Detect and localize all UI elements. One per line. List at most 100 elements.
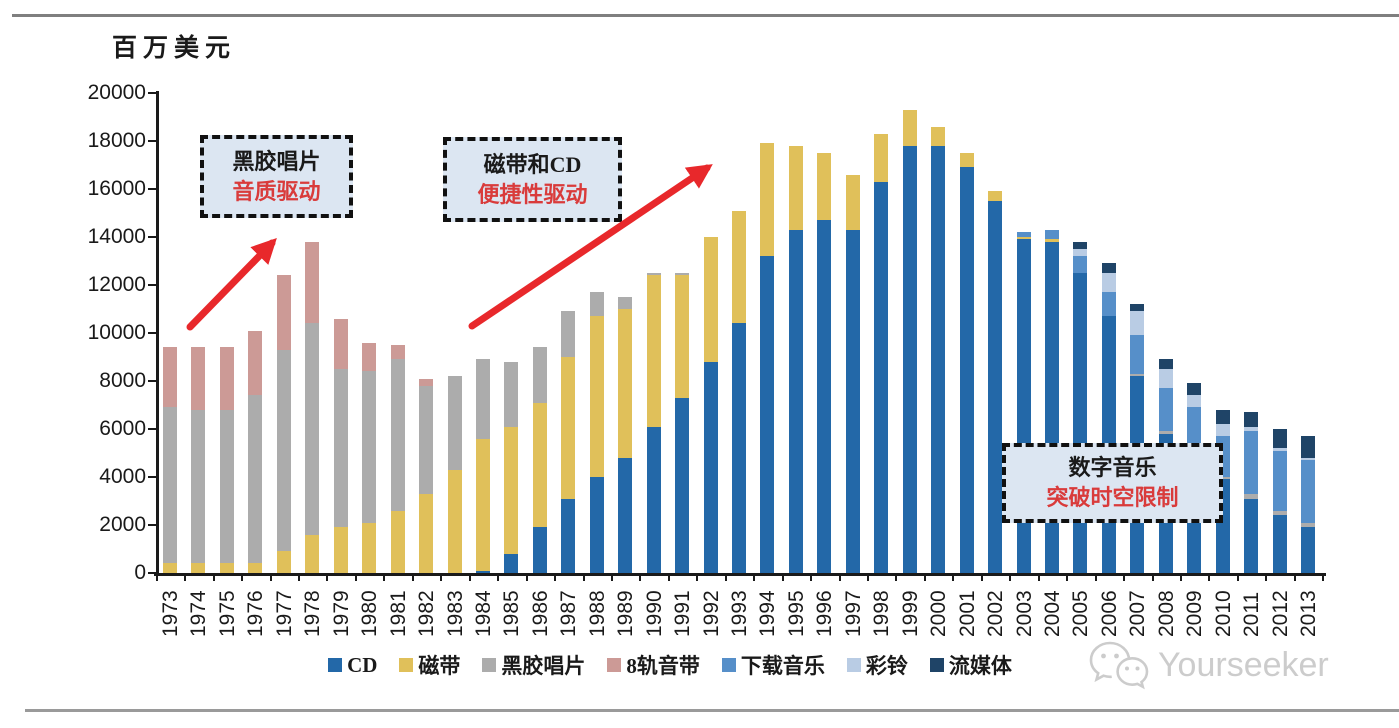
bar-2006-segment-流媒体	[1101, 263, 1116, 273]
bar-1996	[817, 93, 832, 573]
x-axis-label-1974: 1974	[187, 590, 211, 637]
x-tick-2001	[952, 575, 955, 581]
annotation-vinyl-title: 黑胶唱片	[232, 148, 321, 174]
bar-1990	[646, 93, 661, 573]
bar-2012-segment-下载音乐	[1272, 450, 1287, 511]
bar-2010-segment-流媒体	[1215, 409, 1230, 425]
bar-1974	[191, 93, 206, 573]
legend-label-8轨音带: 8轨音带	[626, 654, 700, 678]
bar-2012-segment-彩铃	[1272, 448, 1287, 451]
x-axis-label-2003: 2003	[1012, 590, 1036, 637]
x-axis-label-1990: 1990	[642, 590, 666, 637]
bar-2012-segment-黑胶唱片	[1272, 510, 1287, 516]
x-tick-2000	[923, 575, 926, 581]
x-axis-label-1998: 1998	[870, 590, 894, 637]
bar-1996-segment-CD	[817, 220, 832, 573]
bar-1992	[703, 93, 718, 573]
x-axis-label-1983: 1983	[443, 590, 467, 637]
bar-2004-segment-CD	[1044, 241, 1059, 573]
bar-1983-segment-黑胶唱片	[447, 376, 462, 470]
bar-1990-segment-CD	[646, 426, 661, 573]
x-tick-end	[1322, 575, 1325, 581]
annotation-digital-title: 数字音乐	[1068, 455, 1157, 480]
legend-item-8轨音带: 8轨音带	[607, 650, 700, 680]
legend-swatch-CD	[328, 658, 343, 672]
bar-1977	[276, 93, 291, 573]
bar-1990-segment-磁带	[646, 275, 661, 427]
x-axis-label-2011: 2011	[1240, 591, 1264, 637]
bar-1993-segment-CD	[732, 323, 746, 573]
x-axis-label-1996: 1996	[813, 590, 837, 637]
bar-2006-segment-下载音乐	[1101, 292, 1116, 317]
legend-label-CD: CD	[347, 652, 378, 677]
bar-1975-segment-磁带	[219, 563, 234, 573]
x-axis-label-2013: 2013	[1297, 590, 1320, 637]
bar-1987-segment-磁带	[561, 357, 576, 499]
bar-1988-segment-磁带	[589, 316, 604, 477]
bar-2013-segment-黑胶唱片	[1301, 522, 1315, 528]
x-tick-2005	[1066, 575, 1069, 581]
bar-2008-segment-黑胶唱片	[1158, 431, 1173, 434]
annotation-box-vinyl: 黑胶唱片 音质驱动	[200, 135, 353, 218]
legend-label-黑胶唱片: 黑胶唱片	[501, 654, 586, 678]
x-axis-label-2007: 2007	[1126, 590, 1150, 637]
bar-1991-segment-黑胶唱片	[675, 273, 690, 276]
bar-1991-segment-磁带	[675, 275, 690, 398]
bar-1981-segment-8轨音带	[390, 345, 405, 360]
bar-1982-segment-磁带	[419, 493, 434, 573]
x-tick-2008	[1151, 575, 1154, 581]
annotation-box-cassette-cd: 磁带和CD 便捷性驱动	[443, 137, 622, 222]
x-axis-label-1973: 1973	[159, 590, 182, 637]
bar-1975	[219, 93, 234, 573]
bar-1992-segment-CD	[703, 361, 718, 573]
legend-label-流媒体: 流媒体	[948, 654, 1012, 678]
bar-1984	[475, 93, 490, 573]
x-axis-label-2008: 2008	[1154, 590, 1178, 637]
x-axis-label-1992: 1992	[699, 590, 723, 637]
bar-2008-segment-下载音乐	[1158, 388, 1173, 432]
x-tick-2009	[1179, 575, 1182, 581]
x-tick-2002	[980, 575, 983, 581]
bar-2012-segment-CD	[1272, 515, 1287, 573]
bar-1978-segment-磁带	[305, 534, 320, 573]
legend-item-黑胶唱片: 黑胶唱片	[482, 650, 585, 680]
bar-1978-segment-8轨音带	[305, 241, 320, 324]
legend-swatch-流媒体	[929, 658, 944, 672]
legend-item-下载音乐: 下载音乐	[721, 650, 825, 680]
bar-1973	[163, 93, 177, 573]
x-axis-label-2004: 2004	[1040, 590, 1064, 637]
y-tick-label-16000: 16000	[87, 177, 146, 200]
bar-2007-segment-下载音乐	[1130, 335, 1145, 374]
x-tick-1995	[781, 575, 784, 581]
legend-item-CD: CD	[328, 653, 377, 678]
bar-1980	[362, 93, 377, 573]
watermark: Yourseeker	[1088, 638, 1329, 692]
y-tick-4000	[148, 476, 156, 478]
bar-1998-segment-磁带	[874, 133, 889, 182]
x-axis-label-2005: 2005	[1069, 590, 1093, 637]
bar-1997-segment-磁带	[845, 174, 860, 230]
bar-1989-segment-磁带	[618, 309, 633, 458]
bar-2004-segment-磁带	[1044, 239, 1059, 242]
bar-1991	[675, 93, 690, 573]
bar-1993	[732, 93, 746, 573]
x-axis-label-1995: 1995	[784, 590, 808, 637]
bar-1980-segment-黑胶唱片	[362, 371, 377, 523]
bar-1984-segment-磁带	[475, 438, 490, 571]
x-axis-label-1976: 1976	[244, 590, 268, 637]
x-axis-label-2001: 2001	[955, 590, 979, 637]
x-tick-2003	[1009, 575, 1012, 581]
bar-1999	[902, 93, 917, 573]
x-axis-label-1987: 1987	[557, 590, 581, 637]
x-tick-2004	[1037, 575, 1040, 581]
x-axis-label-1979: 1979	[329, 590, 353, 637]
bar-1995	[788, 93, 803, 573]
x-tick-1993	[724, 575, 727, 581]
x-tick-1994	[753, 575, 756, 581]
wechat-icon	[1089, 641, 1149, 690]
bar-1973-segment-磁带	[163, 563, 177, 573]
legend-swatch-磁带	[399, 658, 414, 672]
bar-1980-segment-磁带	[362, 522, 377, 573]
bar-2011-segment-流媒体	[1244, 412, 1259, 427]
